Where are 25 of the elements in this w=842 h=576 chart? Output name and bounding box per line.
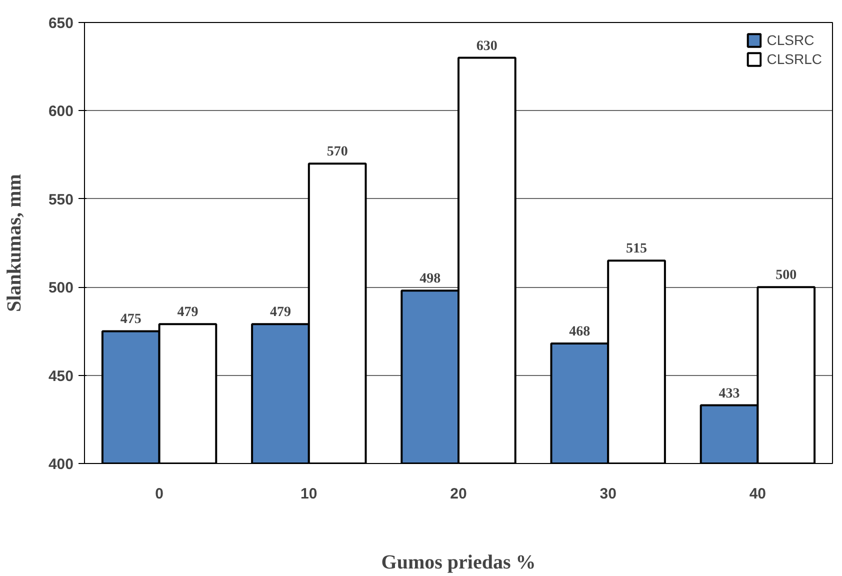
y-axis-title: Slankumas, mm <box>3 174 26 312</box>
y-tick-label: 550 <box>48 191 74 208</box>
data-label: 475 <box>120 312 142 328</box>
x-tick-label: 30 <box>600 486 616 502</box>
data-label: 479 <box>177 305 198 320</box>
data-label: 515 <box>626 242 648 257</box>
data-label: 570 <box>326 144 348 160</box>
x-tick-label: 0 <box>155 486 164 502</box>
data-label: 500 <box>776 268 797 284</box>
y-tick-label: 400 <box>48 456 74 473</box>
data-label: 468 <box>569 324 590 340</box>
y-tick-label: 450 <box>48 368 74 385</box>
y-tick-label: 650 <box>48 15 74 32</box>
legend-label: CLSRC <box>766 32 814 48</box>
legend-label: CLSRLC <box>766 51 822 67</box>
data-label: 630 <box>476 38 498 54</box>
data-label: 433 <box>718 386 740 402</box>
x-tick-label: 10 <box>300 486 318 502</box>
y-tick-label: 600 <box>48 103 74 120</box>
x-axis-title: Gumos priedas % <box>381 552 536 574</box>
x-tick-label: 40 <box>749 486 766 502</box>
x-tick-label: 20 <box>450 486 467 502</box>
data-label: 498 <box>420 272 441 287</box>
data-label: 479 <box>270 305 291 320</box>
y-tick-label: 500 <box>48 280 74 297</box>
